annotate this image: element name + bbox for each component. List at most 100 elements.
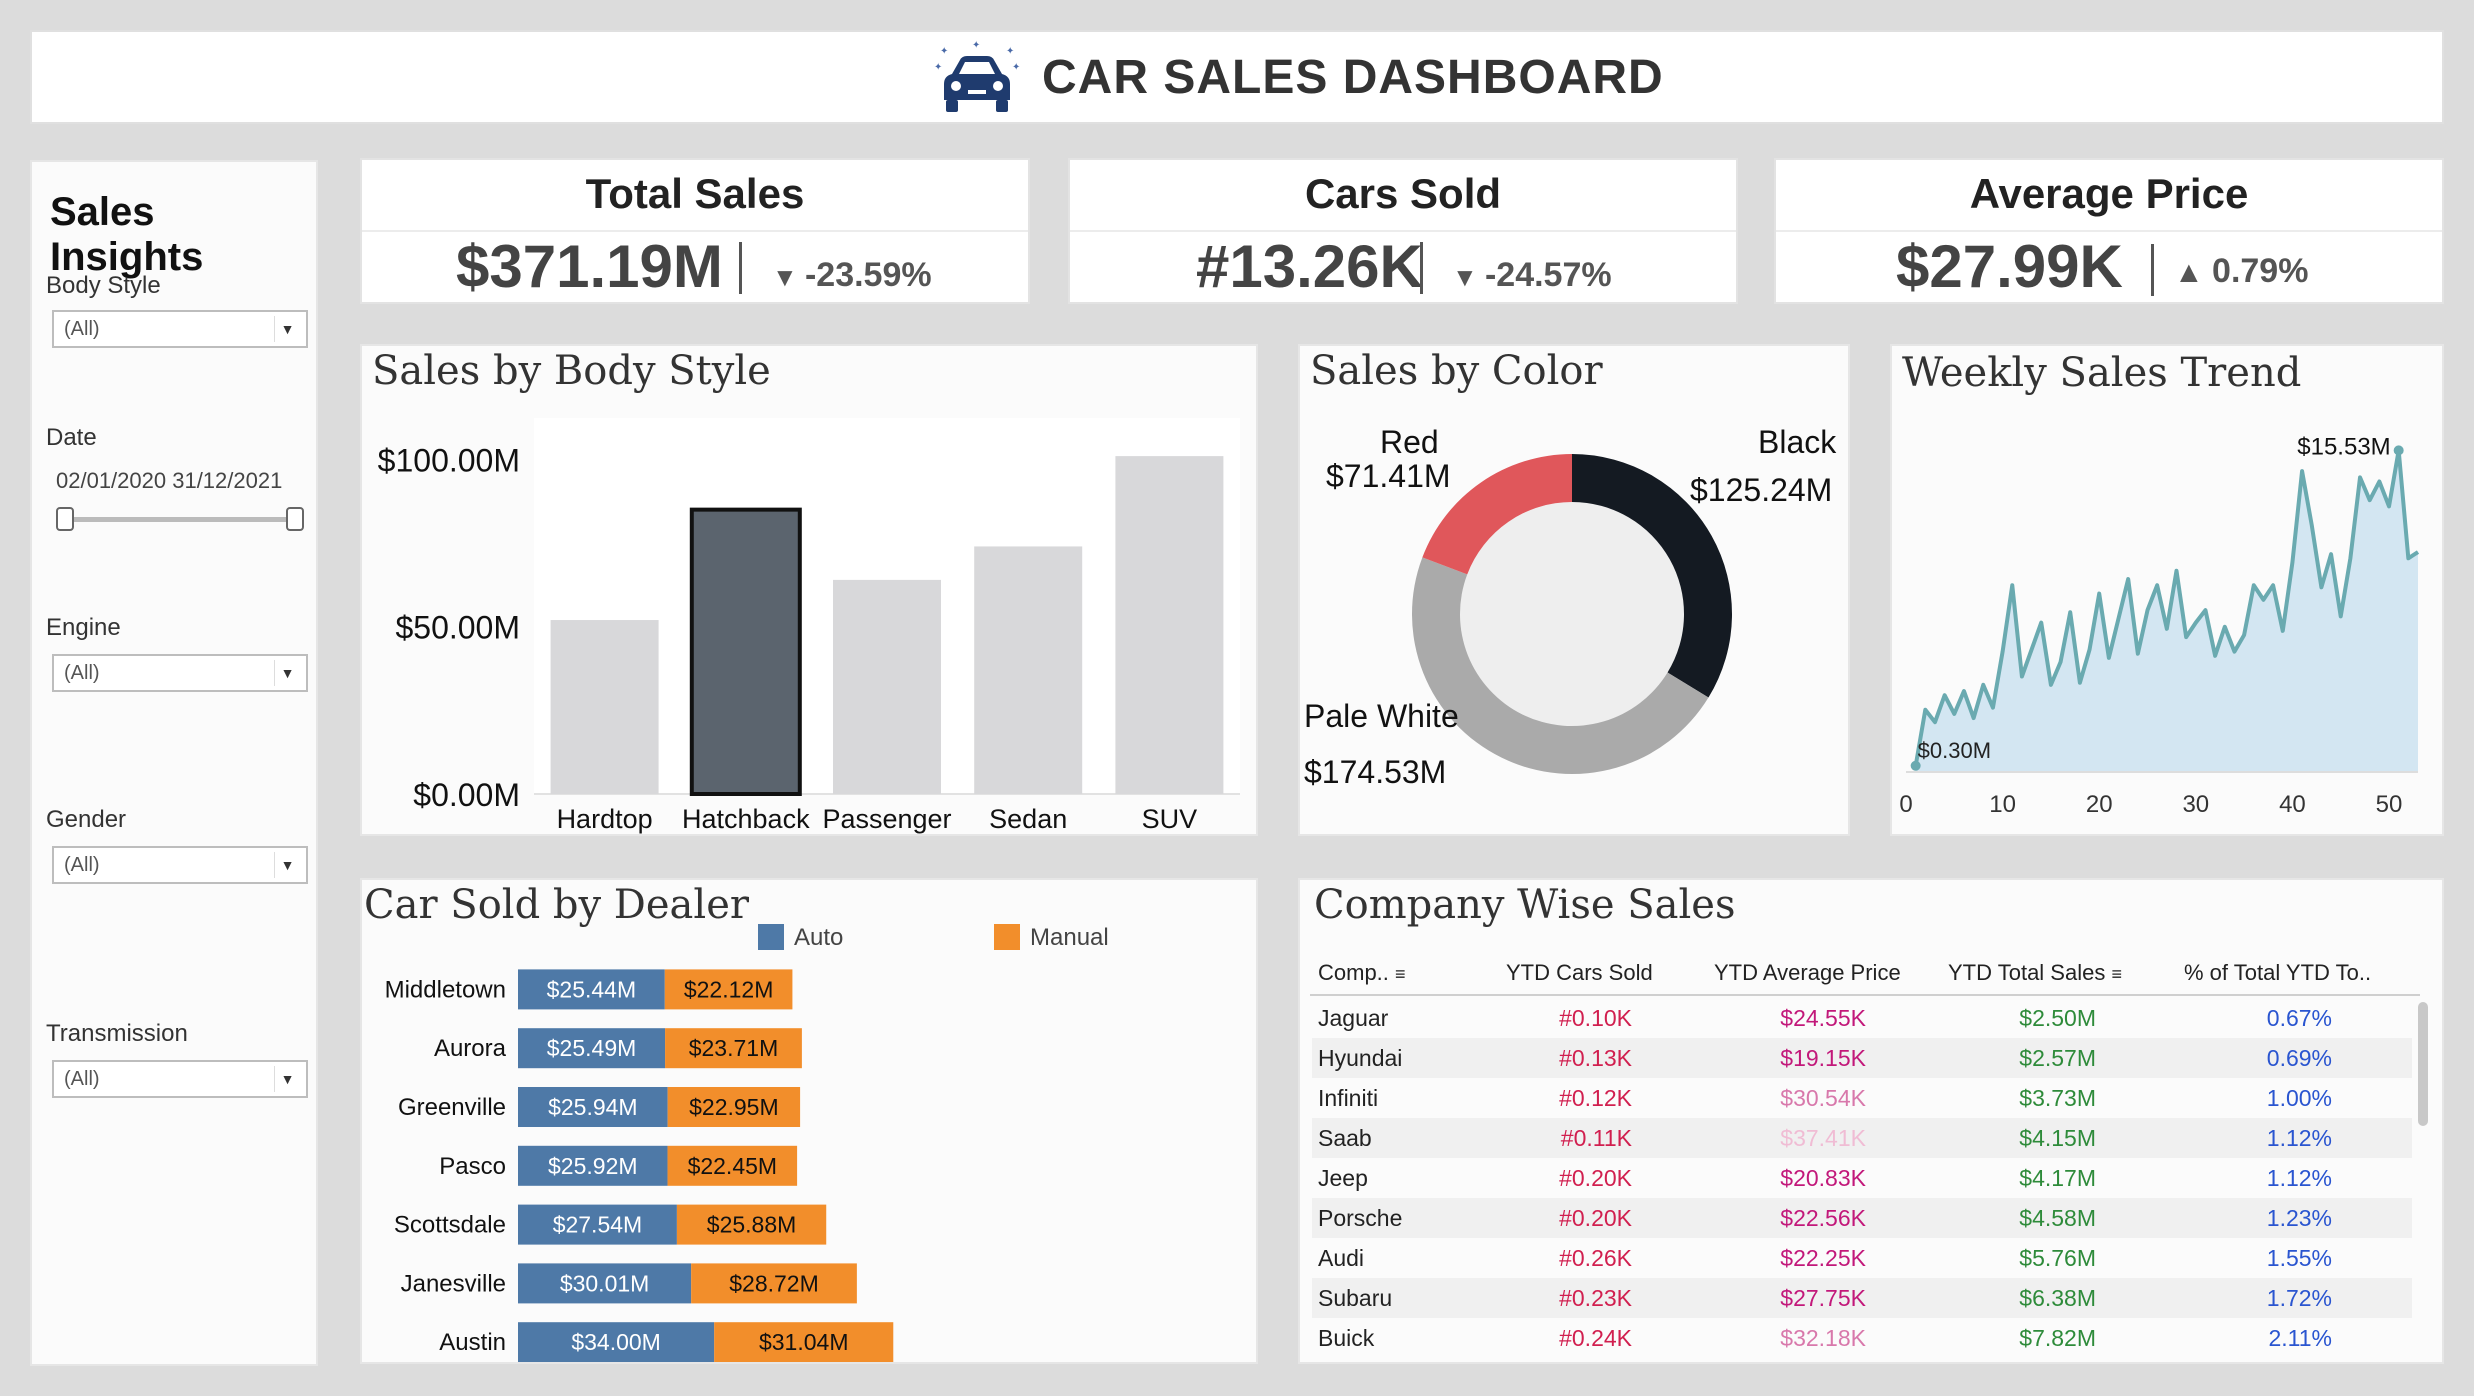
column-header-percent[interactable]: % of Total YTD To.. [2184, 960, 2372, 985]
body-style-label: Body Style [46, 272, 161, 299]
company-name-cell: Buick [1318, 1325, 1375, 1351]
kpi-title: Average Price [1776, 160, 2442, 232]
cars-sold-cell: #0.10K [1559, 1005, 1632, 1031]
svg-text:✦: ✦ [972, 40, 980, 51]
column-header-avg-price[interactable]: YTD Average Price [1714, 960, 1901, 985]
date-slider-end-handle[interactable] [286, 507, 304, 531]
cars-sold-cell: #0.11K [1560, 1125, 1632, 1151]
kpi-title: Cars Sold [1070, 160, 1736, 232]
legend-manual-swatch [994, 924, 1020, 950]
kpi-cars-sold: Cars Sold #13.26K ▼ -24.57% [1068, 158, 1738, 304]
total-sales-cell: $5.76M [2019, 1245, 2096, 1271]
table-row[interactable]: Hyundai #0.13K $19.15K $2.57M 0.69% [1312, 1038, 2412, 1078]
bar-hardtop [550, 620, 659, 794]
total-sales-cell: $3.73M [2019, 1085, 2096, 1111]
chevron-down-icon[interactable]: ▼ [274, 316, 300, 342]
manual-value-label: $31.04M [759, 1329, 849, 1355]
table-row[interactable]: Infiniti #0.12K $30.54K $3.73M 1.00% [1312, 1078, 2412, 1118]
total-sales-cell: $2.57M [2019, 1045, 2096, 1071]
total-sales-cell: $7.82M [2019, 1325, 2096, 1351]
percent-cell: 1.00% [2266, 1085, 2332, 1111]
avg-price-cell: $32.18K [1780, 1325, 1866, 1351]
table-row[interactable]: Jaguar #0.10K $24.55K $2.50M 0.67% [1312, 998, 2412, 1038]
bar-auto [518, 1204, 677, 1245]
bar-auto [518, 1145, 668, 1186]
total-sales-cell: $4.15M [2019, 1125, 2096, 1151]
table-row[interactable]: Jeep #0.20K $20.83K $4.17M 1.12% [1312, 1158, 2412, 1198]
company-name-cell: Jeep [1318, 1165, 1368, 1191]
weekly-trend-chart: $15.53M $0.30M 0 10 20 30 40 50 [1899, 433, 2420, 818]
x-tick-label: Passenger [822, 804, 951, 834]
auto-value-label: $27.54M [553, 1212, 643, 1238]
total-sales-cell: $4.17M [2019, 1165, 2096, 1191]
column-header-cars-sold[interactable]: YTD Cars Sold [1506, 960, 1653, 985]
donut-slice-pale-white [1412, 557, 1709, 774]
color-title: Sales by Color [1310, 348, 1603, 394]
percent-cell: 2.11% [2268, 1325, 2332, 1351]
table-row[interactable]: Audi #0.26K $22.25K $5.76M 1.55% [1312, 1238, 2412, 1278]
bar-manual [676, 1204, 827, 1245]
chevron-down-icon[interactable]: ▼ [274, 1066, 300, 1092]
cars-sold-cell: #0.13K [1559, 1045, 1632, 1071]
max-point [2393, 445, 2404, 456]
kpi-change: ▼ -24.57% [1452, 256, 1612, 294]
chevron-down-icon[interactable]: ▼ [274, 660, 300, 686]
company-name-cell: Saab [1318, 1125, 1372, 1151]
bar-hatchback [689, 507, 802, 797]
table-row[interactable]: Subaru #0.23K $27.75K $6.38M 1.72% [1312, 1278, 2412, 1318]
date-slider-track[interactable] [62, 517, 294, 522]
transmission-select[interactable]: (All) ▼ [52, 1060, 308, 1098]
table-row[interactable]: Saab #0.11K $37.41K $4.15M 1.12% [1312, 1118, 2412, 1158]
body-style-select[interactable]: (All) ▼ [52, 310, 308, 348]
engine-value: (All) [64, 662, 100, 684]
percent-cell: 1.12% [2266, 1125, 2332, 1151]
x-tick-label: SUV [1142, 804, 1198, 834]
auto-value-label: $34.00M [571, 1329, 661, 1355]
company-name-cell: Porsche [1318, 1205, 1403, 1231]
kpi-separator [2151, 244, 2154, 296]
gender-value: (All) [64, 854, 100, 876]
gender-label: Gender [46, 806, 127, 833]
column-header-total-sales[interactable]: YTD Total Sales ≡ [1948, 960, 2122, 985]
kpi-change: ▲ 0.79% [2174, 252, 2309, 290]
bar-manual [667, 1145, 798, 1186]
x-tick-label: 50 [2376, 791, 2403, 818]
engine-select[interactable]: (All) ▼ [52, 654, 308, 692]
color-donut-chart [1412, 454, 1732, 774]
header-divider [1310, 994, 2420, 996]
total-sales-cell: $4.58M [2019, 1205, 2096, 1231]
percent-cell: 0.67% [2266, 1005, 2332, 1031]
bar-auto [518, 1028, 666, 1069]
sort-icon[interactable]: ≡ [2111, 964, 2122, 984]
sort-icon[interactable]: ≡ [1395, 964, 1406, 984]
bar-auto [518, 1322, 715, 1362]
red-value: $71.41M [1326, 458, 1451, 494]
company-panel: Company Wise Sales Comp.. ≡ YTD Cars Sol… [1298, 878, 2444, 1364]
kpi-change: ▼ -23.59% [772, 256, 932, 294]
dealer-panel: Car Sold by Dealer Auto Manual Middletow… [360, 878, 1258, 1364]
bar-auto [518, 1087, 668, 1127]
table-scrollbar[interactable] [2418, 1002, 2428, 1126]
kpi-title: Total Sales [362, 160, 1028, 232]
table-row[interactable]: Buick #0.24K $32.18K $7.82M 2.11% [1312, 1318, 2412, 1358]
color-panel: Sales by Color Red $71.41M Black $125.24… [1298, 344, 1850, 836]
chevron-down-icon[interactable]: ▼ [274, 852, 300, 878]
dealer-label: Middletown [385, 976, 506, 1003]
x-tick-label: 20 [2086, 791, 2113, 818]
avg-price-cell: $27.75K [1780, 1285, 1866, 1311]
y-tick-label: $50.00M [395, 610, 520, 646]
table-row[interactable]: Porsche #0.20K $22.56K $4.58M 1.23% [1312, 1198, 2412, 1238]
company-name-cell: Audi [1318, 1245, 1365, 1271]
x-tick-label: 0 [1899, 791, 1912, 818]
company-name-cell: Hyundai [1318, 1045, 1403, 1071]
gender-select[interactable]: (All) ▼ [52, 846, 308, 884]
up-arrow-icon: ▲ [2174, 256, 2213, 289]
date-slider-start-handle[interactable] [56, 507, 74, 531]
column-header-company[interactable]: Comp.. ≡ [1318, 960, 1406, 985]
kpi-total-sales: Total Sales $371.19M ▼ -23.59% [360, 158, 1030, 304]
white-value: $174.53M [1304, 754, 1447, 790]
dealer-label: Greenville [398, 1094, 506, 1121]
car-icon: ✦ ✦ ✦ ✦ ✦ [934, 40, 1020, 112]
legend-auto-label: Auto [794, 924, 844, 951]
manual-value-label: $22.95M [689, 1094, 779, 1120]
